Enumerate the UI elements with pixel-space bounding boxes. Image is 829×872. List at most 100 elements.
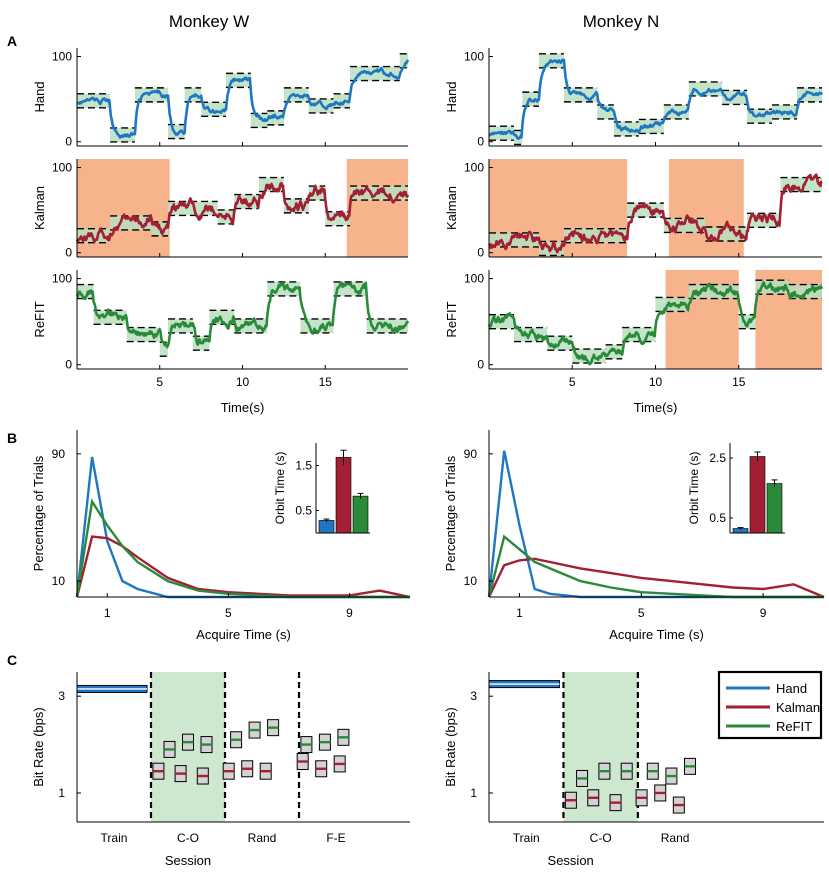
cursor-trace	[488, 58, 824, 140]
session-label: Train	[513, 831, 540, 845]
x-axis-label: Acquire Time (s)	[196, 627, 291, 642]
session-label: Train	[101, 831, 128, 845]
legend-label-kalman: Kalman	[776, 700, 820, 715]
x-axis-label: Acquire Time (s)	[609, 627, 704, 642]
session-label: F-E	[326, 831, 345, 845]
series-line-kalman	[487, 557, 825, 599]
x-tick-label: 5	[569, 375, 576, 389]
legend-label-hand: Hand	[776, 681, 807, 696]
orbit-bar-kalman	[335, 457, 352, 534]
orbit-time-inset: 0.5 1.5 Orbit Time (s)	[273, 443, 370, 534]
y-tick-label: 100	[464, 50, 484, 64]
trace-plot-n-1: 0 100 Kalman	[444, 159, 823, 260]
orbit-bar-hand	[318, 520, 335, 534]
target-band-13	[399, 53, 408, 68]
y-axis-label: Bit Rate (bps)	[443, 707, 458, 786]
x-axis-label: Time(s)	[634, 400, 678, 415]
legend-label-refit: ReFIT	[776, 719, 812, 734]
panel-c: 1 3 Train C-O Rand F-E Session Bit Rate (bps) 1 3…	[31, 670, 824, 868]
inset-y-tick-label: 0.5	[295, 504, 312, 518]
acquire-plot-n: 10 90 1 5 9 Acquire Time (s) Percentage of Tri…	[443, 430, 825, 642]
orbit-bar-refit	[766, 483, 783, 534]
series-line-kalman	[75, 535, 411, 599]
y-tick-label: 100	[464, 272, 484, 286]
inset-y-axis-label: Orbit Time (s)	[273, 452, 287, 525]
x-tick-label: 9	[760, 606, 767, 620]
panel-label-c: C	[7, 652, 17, 668]
y-axis-label: Hand	[32, 81, 47, 112]
session-label: C-O	[590, 831, 612, 845]
trace-plot-n-0: 0 100 Hand	[444, 48, 824, 149]
cursor-trace	[487, 173, 823, 254]
trace-plot-n-2: 0 100 ReFIT 5 10 15	[444, 270, 824, 389]
y-tick-label: 0	[477, 135, 484, 149]
target-band-12	[350, 66, 400, 81]
highlight-region-1	[346, 159, 408, 257]
x-tick-label: 10	[649, 375, 663, 389]
cursor-trace	[487, 281, 824, 366]
y-tick-label: 0	[65, 246, 72, 260]
bitrate-plot-n: 1 3 Train C-O Rand Session Bit Rate (bps) Hand K…	[443, 670, 824, 868]
x-tick-label: 9	[346, 606, 353, 620]
y-tick-label: 100	[52, 161, 72, 175]
inset-y-tick-label: 0.5	[709, 511, 726, 525]
y-tick-label: 100	[464, 161, 484, 175]
y-tick-label: 1	[58, 786, 65, 800]
orbit-bar-kalman	[749, 456, 766, 534]
y-tick-label: 100	[52, 50, 72, 64]
y-axis-label: Bit Rate (bps)	[31, 707, 46, 786]
column-title-monkey-n: Monkey N	[583, 12, 660, 31]
x-tick-label: 1	[516, 606, 523, 620]
bitrate-plot-w: 1 3 Train C-O Rand F-E Session Bit Rate (bps)	[31, 672, 410, 868]
y-tick-label: 10	[464, 574, 478, 588]
y-tick-label: 90	[464, 447, 478, 461]
target-band-7	[250, 113, 268, 128]
y-tick-label: 90	[52, 447, 66, 461]
trace-plot-w-2: 0 100 ReFIT 5 10 15	[32, 270, 410, 389]
y-tick-label: 100	[52, 272, 72, 286]
y-tick-label: 3	[58, 689, 65, 703]
legend: Hand Kalman ReFIT	[717, 670, 823, 740]
acquire-plot-w: 10 90 1 5 9 Acquire Time (s) Percentage of Tri…	[31, 430, 411, 642]
y-tick-label: 0	[477, 358, 484, 372]
orbit-time-inset: 0.5 2.5 Orbit Time (s)	[687, 443, 785, 534]
y-axis-label: Percentage of Trials	[31, 455, 46, 571]
panel-b: 10 90 1 5 9 Acquire Time (s) Percentage of Tri…	[31, 430, 825, 642]
y-axis-label: Kalman	[444, 186, 459, 230]
inset-y-tick-label: 2.5	[709, 451, 726, 465]
orbit-bar-refit	[352, 495, 369, 534]
highlight-region-1	[668, 159, 744, 257]
y-tick-label: 3	[470, 689, 477, 703]
x-tick-label: 5	[225, 606, 232, 620]
y-axis-label: Hand	[444, 81, 459, 112]
panel-label-a: A	[7, 33, 17, 49]
x-tick-label: 10	[236, 375, 250, 389]
session-label: Rand	[248, 831, 277, 845]
target-band-4	[605, 344, 623, 359]
y-axis-label: ReFIT	[32, 301, 47, 337]
column-title-monkey-w: Monkey W	[169, 12, 249, 31]
y-axis-label: Percentage of Trials	[443, 455, 458, 571]
inset-y-tick-label: 1.5	[295, 459, 312, 473]
x-axis-label: Time(s)	[221, 400, 265, 415]
inset-y-axis-label: Orbit Time (s)	[687, 452, 701, 525]
target-band-3	[159, 342, 169, 357]
x-tick-label: 15	[319, 375, 333, 389]
cursor-trace	[75, 181, 410, 243]
x-tick-label: 1	[104, 606, 111, 620]
session-label: Rand	[661, 831, 690, 845]
y-tick-label: 10	[52, 574, 66, 588]
y-tick-label: 0	[65, 358, 72, 372]
panel-label-b: B	[7, 430, 17, 446]
y-tick-label: 1	[470, 786, 477, 800]
y-tick-label: 0	[65, 135, 72, 149]
x-axis-label: Session	[165, 853, 211, 868]
trace-plot-w-0: 0 100 Hand	[32, 48, 410, 149]
y-axis-label: Kalman	[32, 186, 47, 230]
x-tick-label: 15	[732, 375, 746, 389]
trace-plot-w-1: 0 100 Kalman	[32, 159, 410, 260]
y-axis-label: ReFIT	[444, 301, 459, 337]
y-tick-label: 0	[477, 246, 484, 260]
